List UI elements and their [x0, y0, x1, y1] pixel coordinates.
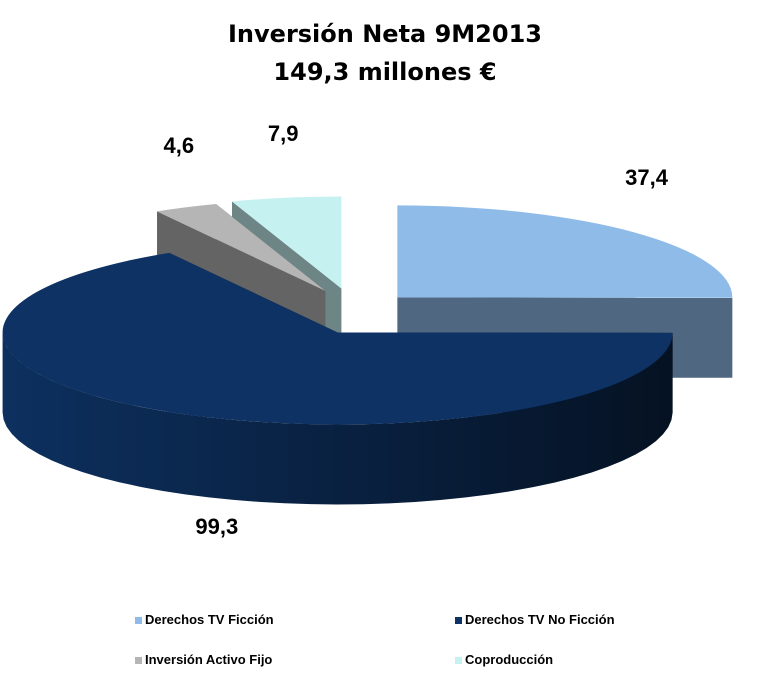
legend-label: Coproducción	[465, 652, 553, 667]
pie-slice	[2, 252, 673, 505]
chart-subtitle: 149,3 millones €	[273, 58, 496, 86]
legend-swatch	[135, 657, 142, 664]
data-label: 37,4	[625, 165, 669, 190]
slice-top	[2, 252, 673, 425]
slice-top	[397, 205, 733, 298]
slice-top	[157, 203, 326, 291]
data-label: 99,3	[195, 514, 238, 539]
legend-swatch	[455, 617, 462, 624]
slice-top	[231, 196, 342, 289]
legend-label: Derechos TV No Ficción	[465, 612, 615, 627]
data-label: 7,9	[268, 121, 299, 146]
chart-title: Inversión Neta 9M2013	[228, 20, 542, 48]
legend-label: Inversión Activo Fijo	[145, 652, 272, 667]
data-label: 4,6	[164, 133, 195, 158]
legend-label: Derechos TV Ficción	[145, 612, 274, 627]
slice-wall	[2, 332, 673, 505]
legend-swatch	[135, 617, 142, 624]
legend-swatch	[455, 657, 462, 664]
